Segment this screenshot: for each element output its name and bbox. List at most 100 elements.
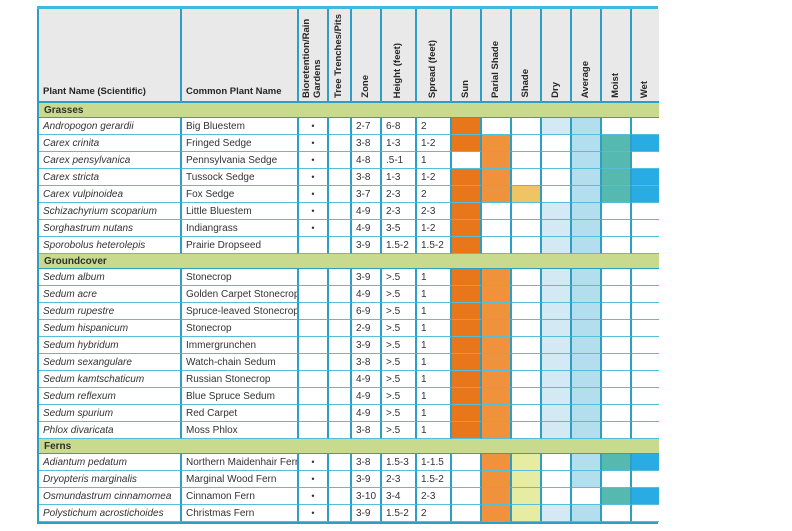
common-name: Fox Sedge [186,188,235,200]
cell-sun-highlight [452,303,482,320]
zone-value: 3-7 [356,188,371,200]
cell-sci: Schizachyrium scoparium [39,203,182,220]
bioretention-dot: • [311,507,315,518]
cell-shade [512,220,542,237]
zone-value: 3-9 [356,271,371,283]
column-header-bio: Bioretention/Rain Gardens [299,9,329,103]
column-header-sci: Plant Name (Scientific) [39,9,182,103]
cell-height: .5-1 [382,152,417,169]
cell-avg-highlight [572,388,602,405]
common-name: Little Bluestem [186,205,252,217]
cell-bio [299,388,329,405]
cell-partial-highlight [482,371,512,388]
cell-avg-highlight [572,422,602,439]
cell-wet [632,354,659,371]
cell-wet [632,371,659,388]
scientific-name: Carex vulpinoidea [43,188,124,200]
cell-sci: Sedum hispanicum [39,320,182,337]
cell-tree [329,269,352,286]
cell-spread: 1 [417,354,452,371]
column-header-com: Common Plant Name [182,9,299,103]
cell-moist [602,337,632,354]
cell-sun [452,488,482,505]
cell-partial [482,118,512,135]
cell-spread: 1 [417,422,452,439]
cell-height: 3-5 [382,220,417,237]
cell-wet [632,303,659,320]
cell-dry-highlight [542,422,572,439]
column-header-tree: Tree Trenches/Pits [329,9,352,103]
cell-tree [329,471,352,488]
cell-tree [329,186,352,203]
zone-value: 3-9 [356,339,371,351]
scientific-name: Schizachyrium scoparium [43,205,157,217]
cell-moist [602,388,632,405]
cell-sun-highlight [452,135,482,152]
cell-avg-highlight [572,169,602,186]
cell-height: >.5 [382,337,417,354]
cell-spread: 1-2 [417,135,452,152]
height-value: >.5 [386,390,401,402]
cell-avg-highlight [572,152,602,169]
cell-tree [329,220,352,237]
cell-bio: • [299,471,329,488]
column-header-label: Average [579,60,591,98]
spread-value: 1 [421,390,427,402]
cell-shade [512,135,542,152]
cell-shade [512,388,542,405]
height-value: 1-3 [386,137,401,149]
cell-height: 1.5-3 [382,454,417,471]
cell-sun-highlight [452,320,482,337]
cell-tree [329,203,352,220]
cell-partial-highlight [482,354,512,371]
cell-zone: 2-7 [352,118,382,135]
common-name: Stonecrop [186,271,232,283]
cell-wet [632,118,659,135]
zone-value: 4-9 [356,205,371,217]
common-name: Watch-chain Sedum [186,356,276,368]
cell-zone: 3-10 [352,488,382,505]
column-header-label: Plant Name (Scientific) [43,86,146,98]
spread-value: 1 [421,339,427,351]
cell-moist [602,320,632,337]
cell-sun-highlight [452,286,482,303]
cell-shade [512,371,542,388]
cell-com: Big Bluestem [182,118,299,135]
scientific-name: Sedum acre [43,288,97,300]
zone-value: 2-9 [356,322,371,334]
spread-value: 1.5-2 [421,473,444,485]
zone-value: 3-8 [356,171,371,183]
column-header-label: Shade [519,69,531,98]
height-value: >.5 [386,271,401,283]
bioretention-dot: • [311,120,315,131]
cell-partial [482,220,512,237]
scientific-name: Phlox divaricata [43,424,114,436]
cell-bio [299,405,329,422]
cell-dry-highlight [542,118,572,135]
cell-zone: 4-9 [352,203,382,220]
common-name: Prairie Dropseed [186,239,262,251]
common-name: Golden Carpet Stonecrop [186,288,299,300]
spread-value: 2 [421,507,427,519]
cell-dry-highlight [542,505,572,522]
cell-spread: 2 [417,186,452,203]
cell-wet [632,220,659,237]
cell-com: Cinnamon Fern [182,488,299,505]
cell-moist [602,422,632,439]
column-header-sun: Sun [452,9,482,103]
cell-wet [632,286,659,303]
cell-moist [602,269,632,286]
height-value: >.5 [386,322,401,334]
scientific-name: Sedum hybridum [43,339,119,351]
cell-height: >.5 [382,303,417,320]
height-value: >.5 [386,339,401,351]
spread-value: 2 [421,188,427,200]
cell-moist [602,237,632,254]
cell-tree [329,286,352,303]
cell-moist-highlight [602,488,632,505]
cell-tree [329,354,352,371]
cell-sci: Sedum album [39,269,182,286]
cell-sun-highlight [452,405,482,422]
cell-spread: 1 [417,320,452,337]
